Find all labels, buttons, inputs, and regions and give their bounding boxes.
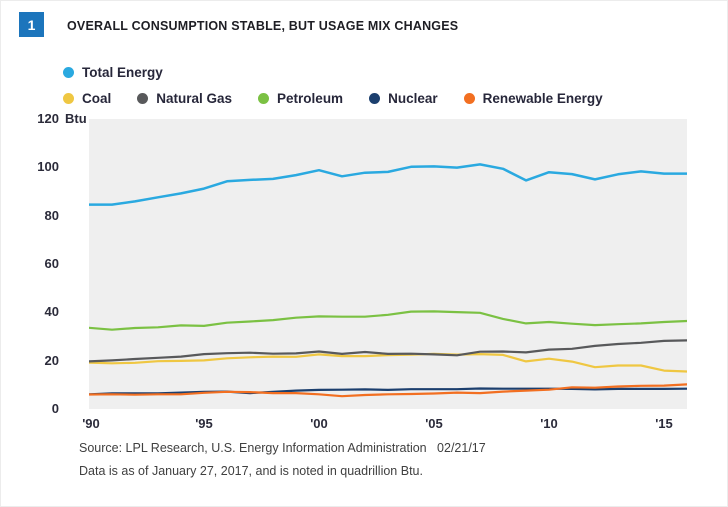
source-line: Source: LPL Research, U.S. Energy Inform… bbox=[79, 441, 486, 455]
legend-label-nuclear: Nuclear bbox=[388, 91, 438, 106]
chart-svg bbox=[89, 163, 687, 398]
legend-dot-renewable-energy bbox=[463, 93, 475, 104]
line-nuclear bbox=[89, 387, 687, 396]
legend-item-nuclear: Nuclear bbox=[369, 91, 438, 106]
figure-number-badge: 1 bbox=[19, 12, 44, 37]
legend-item-natural-gas: Natural Gas bbox=[137, 91, 232, 106]
x-tick-00: '00 bbox=[310, 416, 328, 431]
legend-label-renewable-energy: Renewable Energy bbox=[482, 91, 603, 106]
y-tick-20: 20 bbox=[44, 353, 59, 368]
y-tick-40: 40 bbox=[44, 304, 59, 319]
y-tick-80: 80 bbox=[44, 208, 59, 223]
legend-dot-natural-gas bbox=[137, 93, 149, 104]
legend-item-petroleum: Petroleum bbox=[258, 91, 343, 106]
x-tick-95: '95 bbox=[195, 416, 213, 431]
line-total-energy bbox=[89, 163, 687, 206]
y-tick-0: 0 bbox=[51, 401, 59, 416]
legend-row-2: Coal Natural Gas Petroleum Nuclear Renew… bbox=[63, 91, 629, 106]
data-note-line: Data is as of January 27, 2017, and is n… bbox=[79, 464, 423, 478]
y-axis-unit-label: Btu bbox=[65, 111, 87, 126]
legend-item-total-energy: Total Energy bbox=[63, 65, 163, 80]
legend-dot-total-energy bbox=[63, 67, 74, 78]
legend-label-coal: Coal bbox=[82, 91, 112, 106]
x-tick-05: '05 bbox=[425, 416, 443, 431]
x-tick-15: '15 bbox=[655, 416, 673, 431]
line-petroleum bbox=[89, 310, 687, 331]
line-renewable-energy bbox=[89, 383, 687, 398]
x-tick-90: '90 bbox=[82, 416, 100, 431]
legend-dot-nuclear bbox=[369, 93, 381, 104]
legend-label-petroleum: Petroleum bbox=[277, 91, 344, 106]
x-tick-10: '10 bbox=[540, 416, 558, 431]
legend-row-1: Total Energy bbox=[63, 65, 189, 80]
legend-dot-coal bbox=[63, 93, 74, 104]
line-coal bbox=[89, 352, 687, 373]
y-tick-60: 60 bbox=[44, 256, 59, 271]
legend-dot-petroleum bbox=[258, 93, 270, 104]
plot-area bbox=[89, 119, 687, 409]
chart-title: OVERALL CONSUMPTION STABLE, BUT USAGE MI… bbox=[67, 19, 459, 33]
legend-label-natural-gas: Natural Gas bbox=[156, 91, 233, 106]
y-tick-120: 120 bbox=[37, 111, 59, 126]
legend-item-coal: Coal bbox=[63, 91, 111, 106]
y-tick-100: 100 bbox=[37, 159, 59, 174]
line-natural-gas bbox=[89, 339, 687, 363]
legend-item-renewable-energy: Renewable Energy bbox=[463, 91, 603, 106]
legend-label-total-energy: Total Energy bbox=[82, 65, 163, 80]
